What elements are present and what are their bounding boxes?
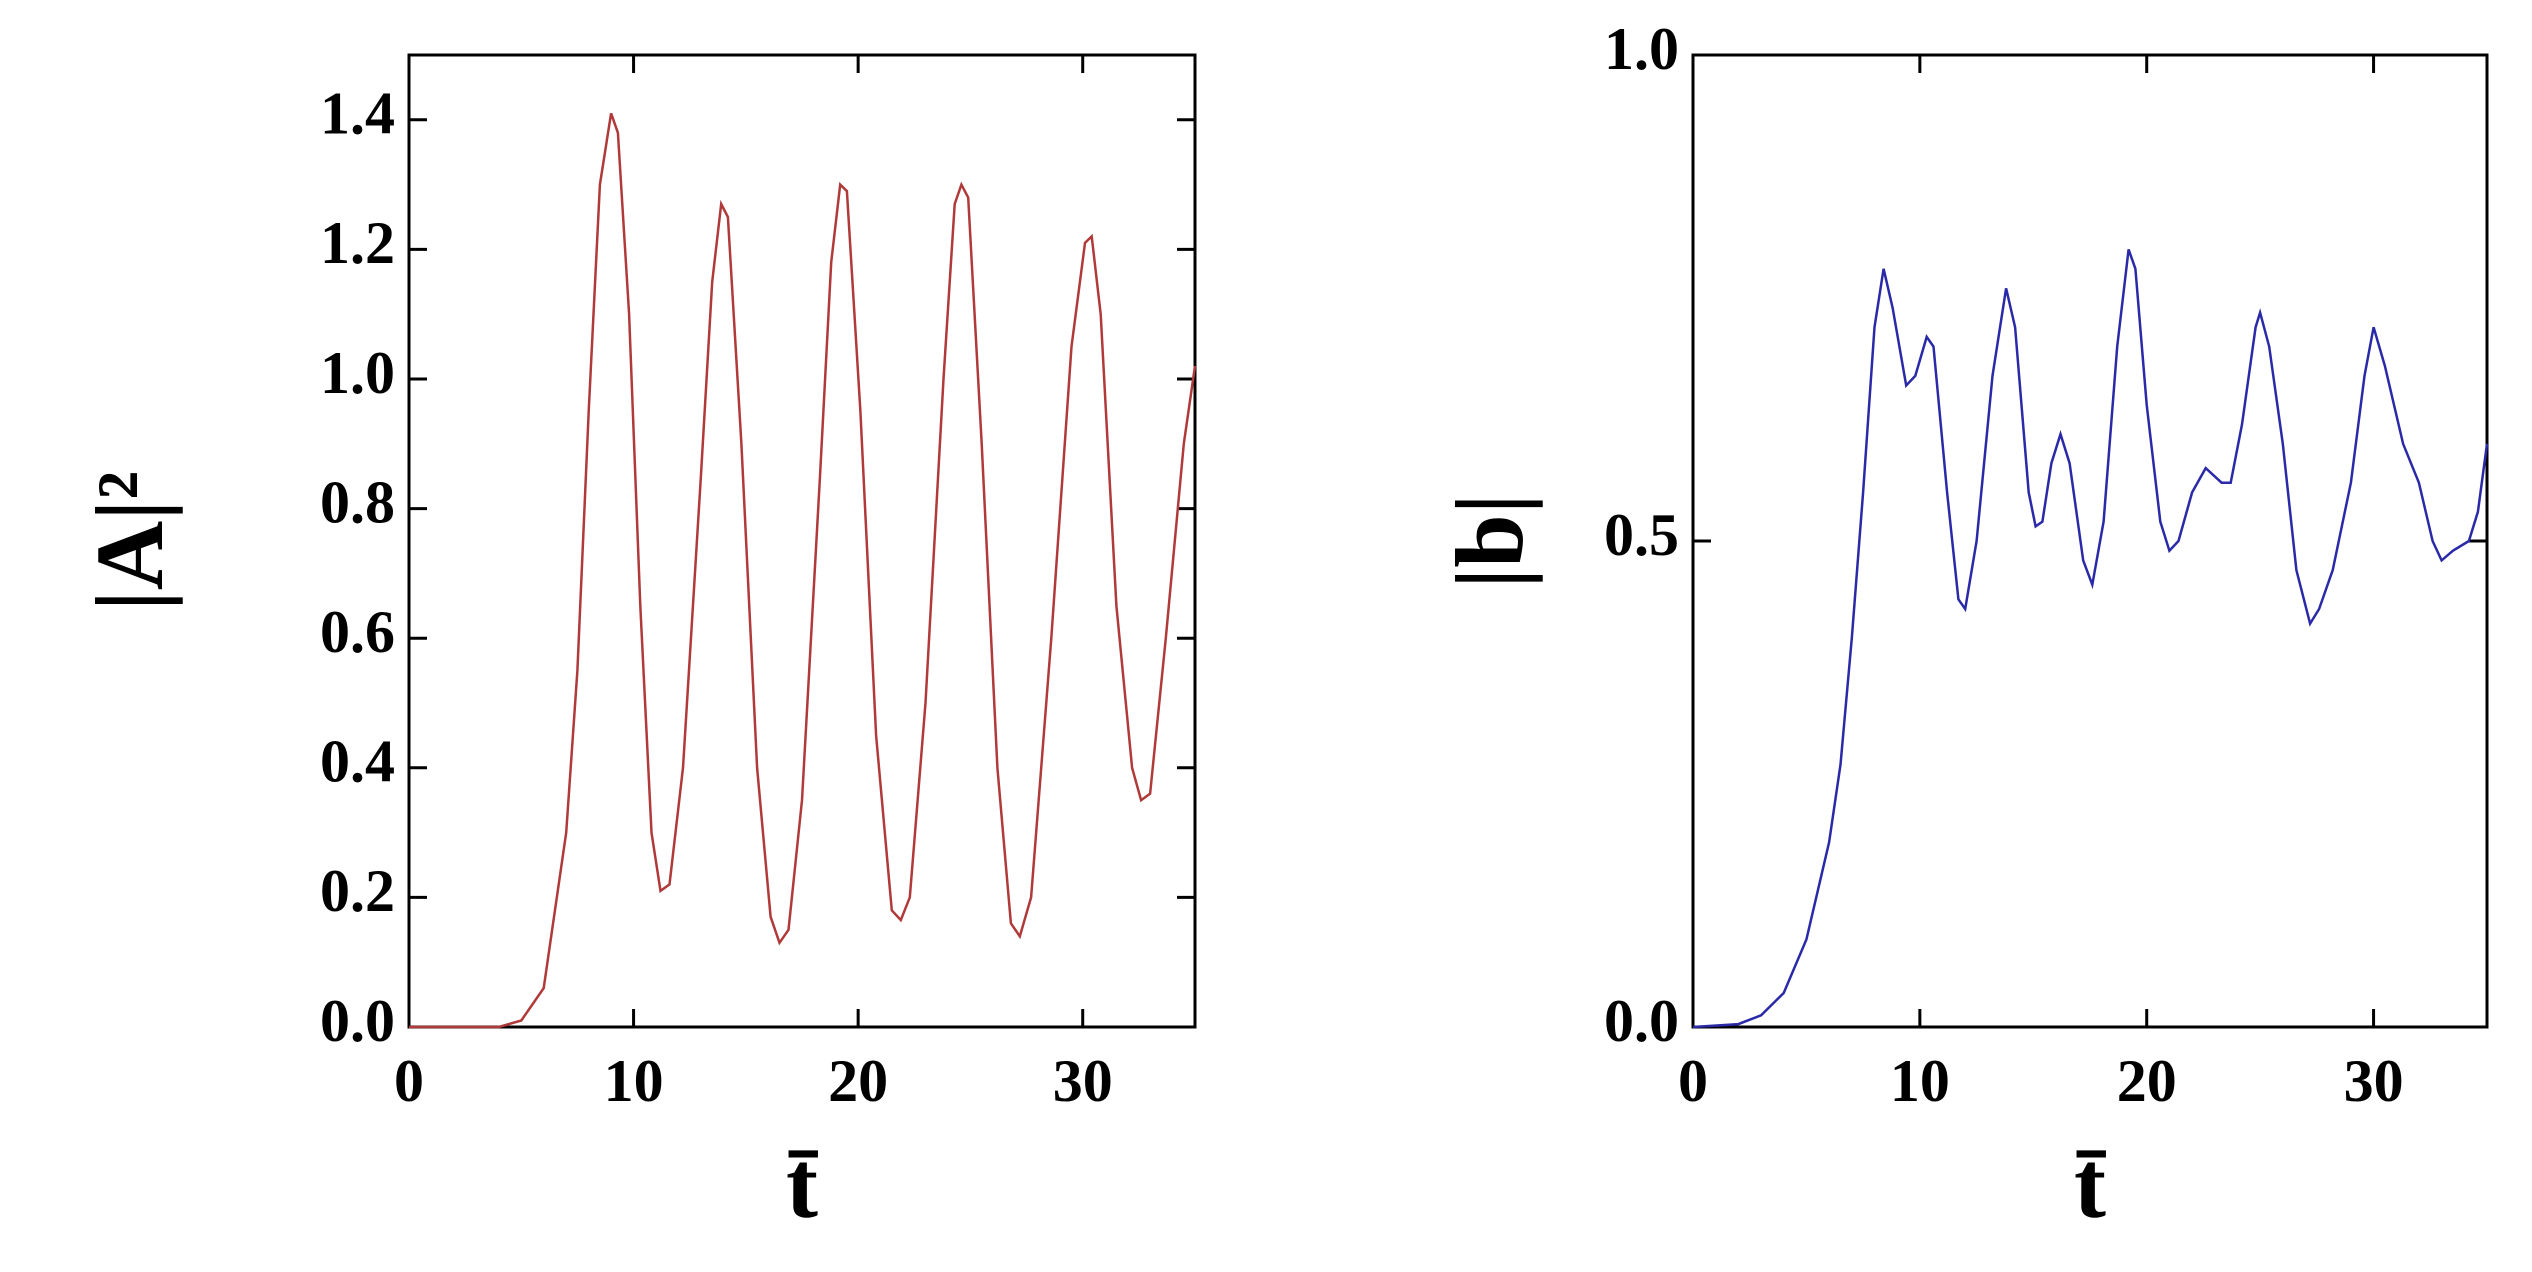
- y-tick-label: 0.2: [320, 858, 395, 924]
- y-tick-label: 0.0: [1604, 988, 1679, 1054]
- x-tick-label: 10: [604, 1048, 664, 1114]
- y-tick-label: 1.4: [320, 81, 395, 147]
- y-tick-label: 0.5: [1604, 502, 1679, 568]
- x-tick-label: 20: [828, 1048, 888, 1114]
- y-tick-label: 1.2: [320, 210, 395, 276]
- y-tick-label: 0.6: [320, 599, 395, 665]
- plot-frame: [407, 53, 1197, 1029]
- x-tick-label: 0: [1678, 1048, 1708, 1114]
- y-axis-label: |A|²: [76, 471, 183, 611]
- y-tick-label: 0.0: [320, 988, 395, 1054]
- y-tick-label: 1.0: [1604, 16, 1679, 82]
- x-tick-label: 30: [2344, 1048, 2404, 1114]
- data-line: [409, 112, 1197, 1029]
- x-tick-label: 20: [2117, 1048, 2177, 1114]
- x-axis-label: t̄: [2074, 1131, 2106, 1238]
- y-tick-label: 0.8: [320, 469, 395, 535]
- y-tick-label: 0.4: [320, 729, 395, 795]
- x-axis-label: t̄: [786, 1131, 818, 1238]
- data-line: [1692, 248, 2489, 1029]
- x-tick-label: 0: [394, 1048, 424, 1114]
- y-axis-label: |b|: [1436, 493, 1543, 589]
- y-tick-label: 1.0: [320, 340, 395, 406]
- x-tick-label: 10: [1890, 1048, 1950, 1114]
- plot-frame: [1691, 53, 2489, 1029]
- x-tick-label: 30: [1053, 1048, 1113, 1114]
